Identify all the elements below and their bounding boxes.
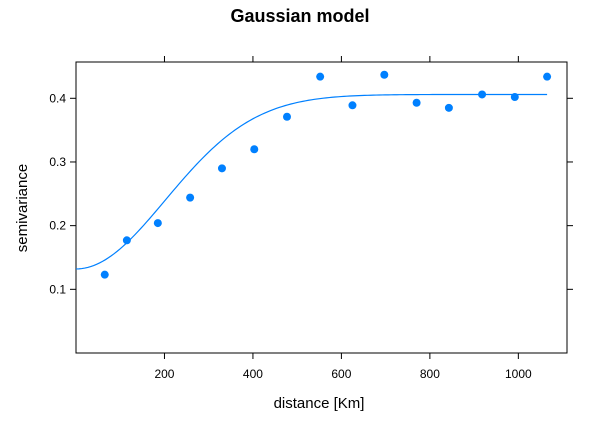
data-point <box>444 103 453 112</box>
data-point <box>100 270 109 279</box>
y-axis-label: semivariance <box>14 164 31 252</box>
data-point <box>250 145 259 154</box>
data-point <box>217 164 226 173</box>
y-tick-label: 0.4 <box>49 91 66 105</box>
data-point <box>186 193 195 202</box>
points-group <box>100 70 552 279</box>
data-point <box>348 101 357 110</box>
data-point <box>316 72 325 81</box>
plot-frame <box>75 61 568 354</box>
data-point <box>510 93 519 102</box>
model-group <box>75 93 548 270</box>
data-point <box>380 70 389 79</box>
gaussian-model-line <box>75 93 548 270</box>
data-point <box>478 90 487 99</box>
x-tick-label: 400 <box>243 367 263 381</box>
data-point <box>153 219 162 228</box>
y-tick-label: 0.1 <box>49 282 66 296</box>
data-point <box>412 98 421 107</box>
tick-labels: 200 400 600 800 1000 0.1 0.2 0.3 0.4 <box>49 91 532 381</box>
x-tick-label: 1000 <box>505 367 532 381</box>
x-tick-label: 600 <box>331 367 351 381</box>
y-tick-label: 0.3 <box>49 155 66 169</box>
x-tick-label: 200 <box>154 367 174 381</box>
chart-title: Gaussian model <box>230 6 369 26</box>
x-axis-label: distance [Km] <box>274 395 365 412</box>
data-point <box>543 72 552 81</box>
axis-ticks <box>70 56 573 359</box>
data-point <box>282 112 291 121</box>
x-tick-label: 800 <box>420 367 440 381</box>
y-tick-label: 0.2 <box>49 219 66 233</box>
data-point <box>122 236 131 245</box>
